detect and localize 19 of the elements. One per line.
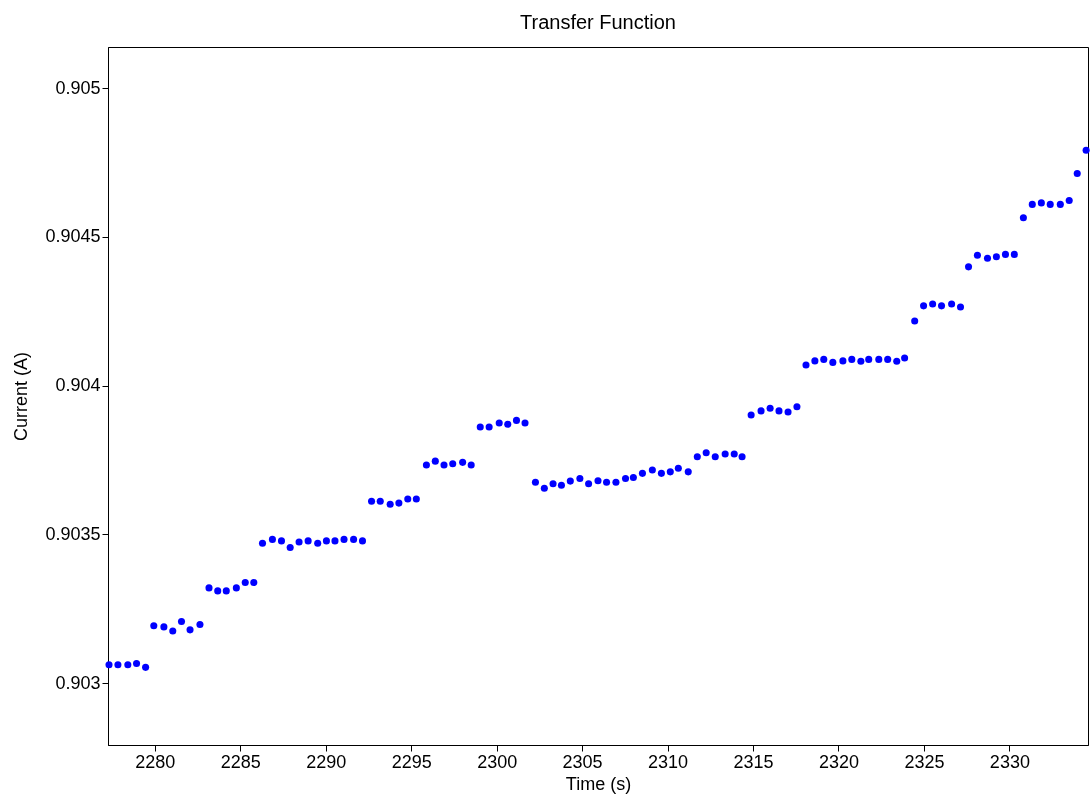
x-tick-label: 2285	[220, 751, 261, 772]
x-tick-label: 2310	[648, 751, 689, 772]
x-tick-label: 2280	[135, 751, 176, 772]
x-tick-label: 2290	[306, 751, 347, 772]
x-tick-label: 2330	[989, 751, 1030, 772]
x-tick-label: 2315	[733, 751, 774, 772]
x-axis-title: Time (s)	[565, 773, 632, 794]
y-tick-label: 0.903	[55, 672, 101, 693]
y-tick-label: 0.904	[55, 375, 101, 396]
x-tick-label: 2305	[562, 751, 603, 772]
x-tick-label: 2295	[391, 751, 432, 772]
y-axis-title: Current (A)	[11, 351, 32, 442]
x-tick-label: 2325	[904, 751, 945, 772]
x-tick-label: 2300	[477, 751, 518, 772]
y-tick-label: 0.9035	[45, 523, 101, 544]
y-tick-label: 0.905	[55, 77, 101, 98]
y-tick-label: 0.9045	[45, 226, 101, 247]
x-tick-label: 2320	[818, 751, 859, 772]
chart-title: Transfer Function	[520, 11, 676, 33]
